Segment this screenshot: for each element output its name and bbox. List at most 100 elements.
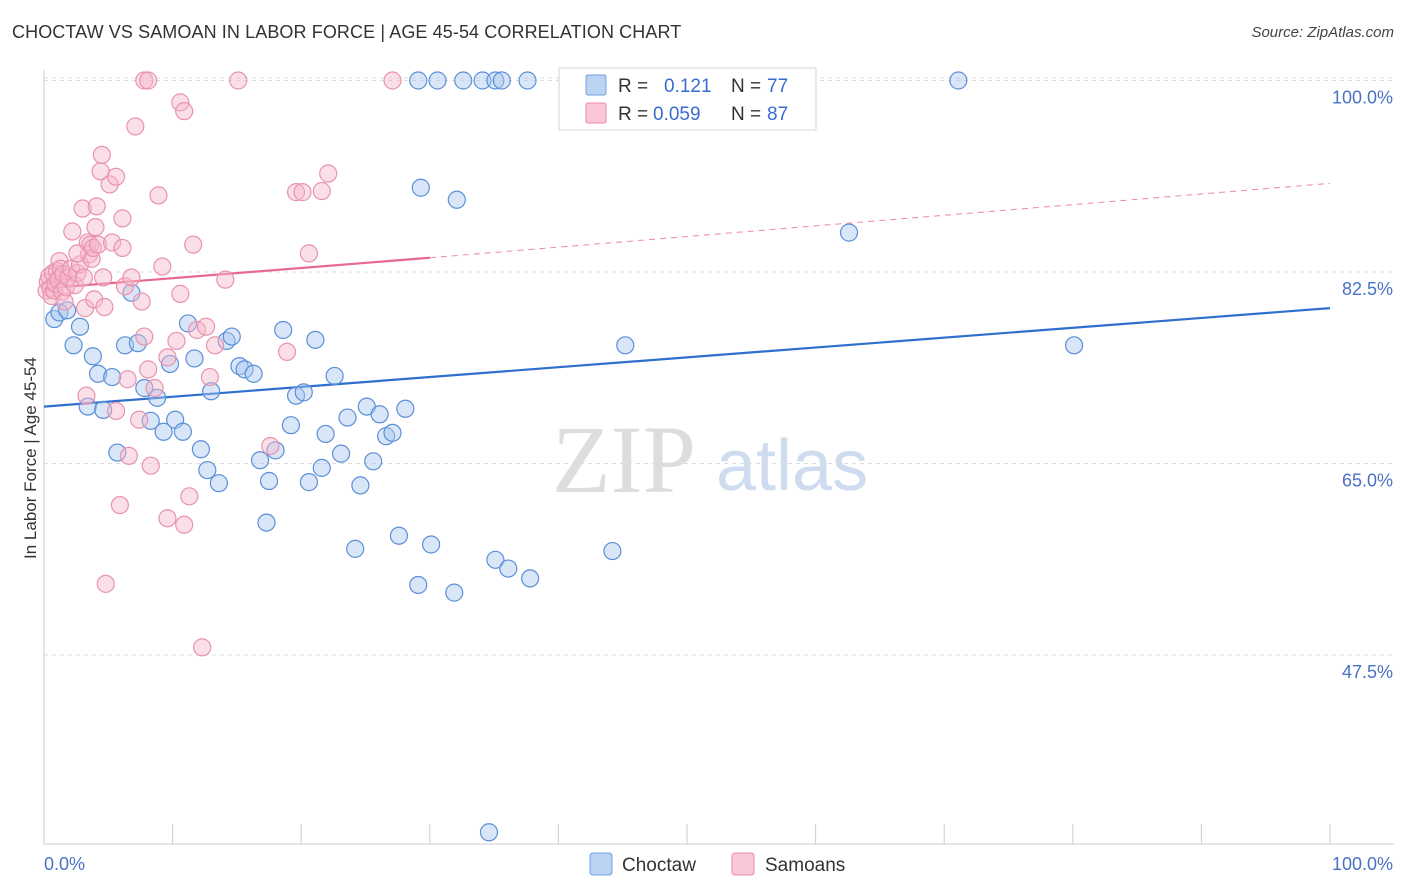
data-point-samoans (73, 199, 92, 218)
x-tick-label: 0.0% (44, 854, 85, 874)
data-point-samoans (175, 102, 194, 121)
correlation-legend: R = 0.121 N = 77 R = 0.059 N = 87 (558, 67, 817, 131)
data-point-choctaw (370, 405, 389, 424)
bottom-legend-swatch-choctaw (589, 852, 613, 876)
legend-n-label-samoans: N = (731, 104, 761, 125)
x-tick-label: 100.0% (1332, 854, 1393, 874)
data-point-samoans (205, 336, 225, 355)
bottom-legend-swatch-samoans (731, 852, 755, 876)
data-point-choctaw (306, 330, 325, 349)
data-point-choctaw (202, 382, 221, 401)
data-point-samoans (286, 183, 306, 202)
data-point-samoans (130, 410, 149, 429)
data-point-choctaw (518, 71, 537, 90)
data-point-choctaw (396, 399, 415, 418)
data-point-choctaw (486, 550, 505, 569)
bottom-legend-label-samoans: Samoans (765, 855, 845, 876)
data-point-choctaw (281, 416, 301, 435)
data-point-choctaw (94, 400, 113, 419)
data-point-choctaw (383, 423, 402, 442)
data-point-choctaw (299, 473, 319, 492)
legend-r-label-samoans: R = (618, 104, 648, 125)
data-point-choctaw (499, 559, 518, 578)
data-point-choctaw (135, 378, 154, 398)
data-point-choctaw (173, 422, 192, 441)
bottom-legend-label-choctaw: Choctaw (622, 855, 696, 876)
data-point-samoans (106, 167, 126, 186)
data-point-samoans (135, 327, 154, 346)
watermark: ZIP atlas (552, 406, 868, 513)
data-point-samoans (55, 292, 74, 311)
data-point-choctaw (222, 327, 241, 346)
data-point-samoans (216, 270, 235, 289)
legend-n-value-choctaw: 77 (767, 76, 788, 97)
data-point-choctaw (409, 575, 428, 595)
data-point-samoans (145, 378, 164, 398)
data-point-samoans (113, 209, 132, 228)
data-point-samoans (118, 370, 137, 389)
data-point-choctaw (445, 583, 464, 602)
data-point-samoans (86, 218, 105, 237)
data-point-samoans (74, 268, 93, 287)
data-point-choctaw (274, 320, 293, 340)
data-point-samoans (95, 297, 114, 317)
data-point-samoans (110, 495, 129, 515)
legend-r-value-samoans: 0.059 (653, 104, 701, 125)
data-point-choctaw (250, 451, 270, 470)
data-point-samoans (88, 235, 108, 254)
data-point-choctaw (209, 474, 228, 493)
y-tick-label: 65.0% (1342, 471, 1393, 491)
data-point-choctaw (244, 364, 263, 383)
data-point-choctaw (259, 471, 279, 491)
data-point-choctaw (409, 71, 428, 90)
data-point-choctaw (454, 71, 473, 90)
data-point-choctaw (331, 444, 351, 463)
data-point-choctaw (346, 539, 365, 558)
data-point-samoans (153, 257, 172, 276)
watermark-atlas: atlas (716, 426, 868, 506)
data-point-choctaw (316, 424, 335, 444)
data-point-choctaw (479, 823, 499, 842)
chart-title: CHOCTAW VS SAMOAN IN LABOR FORCE | AGE 4… (12, 22, 682, 42)
data-point-choctaw (185, 349, 204, 368)
data-point-samoans (87, 197, 106, 216)
data-point-samoans (132, 292, 151, 311)
data-point-choctaw (103, 367, 122, 387)
data-point-choctaw (294, 383, 313, 402)
data-point-samoans (158, 348, 177, 367)
data-point-samoans (277, 342, 297, 361)
data-point-samoans (180, 487, 199, 506)
data-point-choctaw (411, 178, 430, 197)
data-point-samoans (94, 268, 113, 287)
data-point-choctaw (486, 71, 505, 90)
data-point-choctaw (949, 71, 968, 90)
axes (43, 70, 1394, 845)
tick-labels: 47.5% 65.0% 82.5% 100.0% 0.0% 100.0% (44, 88, 1393, 875)
data-point-choctaw (521, 569, 540, 588)
data-point-samoans (106, 401, 126, 421)
data-point-choctaw (428, 71, 447, 90)
data-point-samoans (312, 181, 331, 201)
data-point-samoans (96, 574, 115, 593)
data-point-samoans (119, 446, 138, 465)
data-point-choctaw (351, 476, 370, 495)
series-legend: Choctaw Samoans (589, 852, 845, 876)
data-point-samoans (299, 244, 319, 263)
data-point-samoans (175, 515, 194, 534)
data-point-samoans (193, 638, 212, 657)
data-point-samoans (103, 233, 122, 252)
data-point-samoans (135, 71, 154, 90)
data-point-samoans (184, 235, 203, 254)
data-point-choctaw (616, 336, 635, 355)
legend-swatch-samoans (585, 102, 607, 124)
data-point-choctaw (839, 223, 859, 242)
y-tick-label: 82.5% (1342, 279, 1393, 299)
data-point-samoans (113, 238, 132, 258)
data-point-samoans (293, 183, 312, 202)
data-point-samoans (92, 145, 111, 165)
data-point-choctaw (421, 535, 441, 554)
data-point-samoans (261, 436, 280, 456)
source-credit: Source: ZipAtlas.com (1251, 24, 1394, 41)
y-tick-label: 47.5% (1342, 662, 1393, 682)
